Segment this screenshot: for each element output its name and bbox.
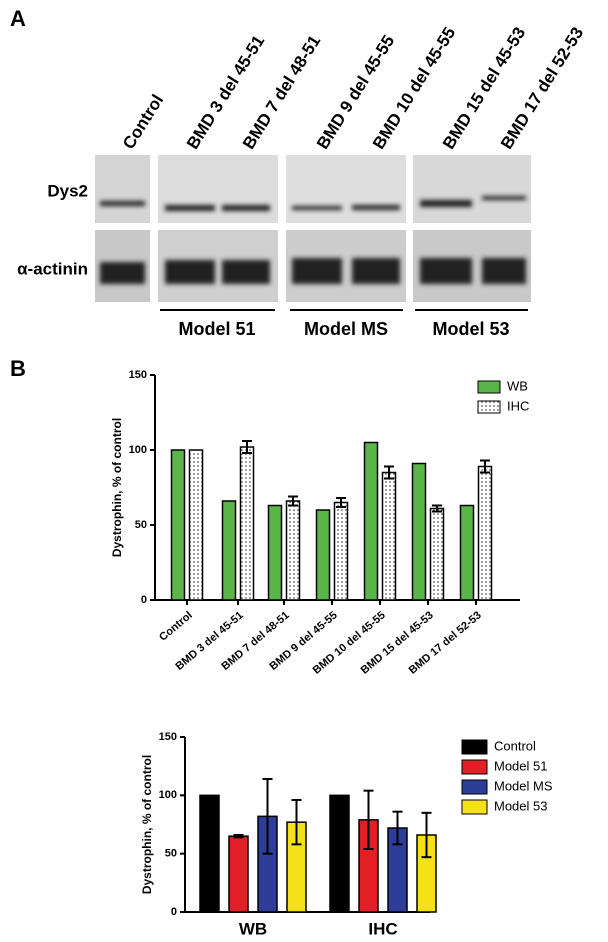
legend-swatch [477, 400, 501, 414]
lane-label: Control [119, 91, 167, 152]
y-tick-label: 50 [165, 848, 177, 860]
bar [429, 507, 445, 601]
y-tick-label: 50 [135, 519, 147, 531]
bar [221, 500, 237, 601]
y-tick-label: 0 [171, 906, 177, 918]
error-bar [432, 504, 442, 513]
y-tick-label: 100 [129, 444, 147, 456]
legend-swatch [461, 779, 488, 795]
bar [333, 501, 349, 601]
error-bar [336, 497, 346, 508]
legend-label: Model MS [494, 778, 553, 793]
error-bar [291, 799, 302, 846]
bar [267, 504, 283, 601]
bar [363, 441, 379, 601]
bar [329, 794, 350, 913]
panel-label: B [10, 356, 26, 381]
x-tick-label: Control [157, 609, 195, 643]
blot-images [95, 155, 531, 311]
bar [188, 449, 204, 601]
legend-swatch [461, 759, 488, 775]
y-tick-label: 150 [159, 731, 177, 743]
error-bar [392, 810, 403, 846]
legend-label: Model 53 [494, 798, 547, 813]
error-bar [421, 811, 432, 859]
y-axis-label: Dystrophin, % of control [110, 418, 124, 557]
panel-label: A [10, 6, 26, 31]
bar [228, 835, 249, 913]
y-tick-label: 150 [129, 369, 147, 381]
bar [459, 504, 475, 601]
legend-swatch [477, 380, 501, 394]
error-bar [480, 459, 490, 474]
y-tick-label: 100 [159, 789, 177, 801]
row-label: Dys2 [47, 181, 88, 200]
x-tick-label: WB [239, 919, 267, 938]
bar [381, 471, 397, 601]
legend-swatch [461, 799, 488, 815]
x-tick-label: IHC [368, 919, 397, 938]
legend-label: IHC [507, 398, 529, 413]
bar [199, 794, 220, 913]
bar [170, 449, 186, 601]
legend-label: Control [494, 738, 536, 753]
group-label: Model 53 [432, 319, 509, 339]
error-bar [233, 834, 244, 839]
bar [285, 500, 301, 601]
error-bar [288, 495, 298, 507]
bar [315, 509, 331, 601]
y-axis-label: Dystrophin, % of control [140, 755, 154, 894]
group-label: Model 51 [178, 319, 255, 339]
error-bar [384, 465, 394, 480]
group-label: Model MS [304, 319, 388, 339]
row-label: α-actinin [17, 259, 88, 278]
error-bar [242, 440, 252, 454]
legend-label: Model 51 [494, 758, 547, 773]
y-tick-label: 0 [141, 594, 147, 606]
error-bar [262, 778, 273, 855]
bar [411, 462, 427, 601]
bar [477, 465, 493, 601]
legend-swatch [461, 739, 488, 755]
bar [239, 446, 255, 601]
legend-label: WB [507, 378, 528, 393]
error-bar [363, 789, 374, 850]
